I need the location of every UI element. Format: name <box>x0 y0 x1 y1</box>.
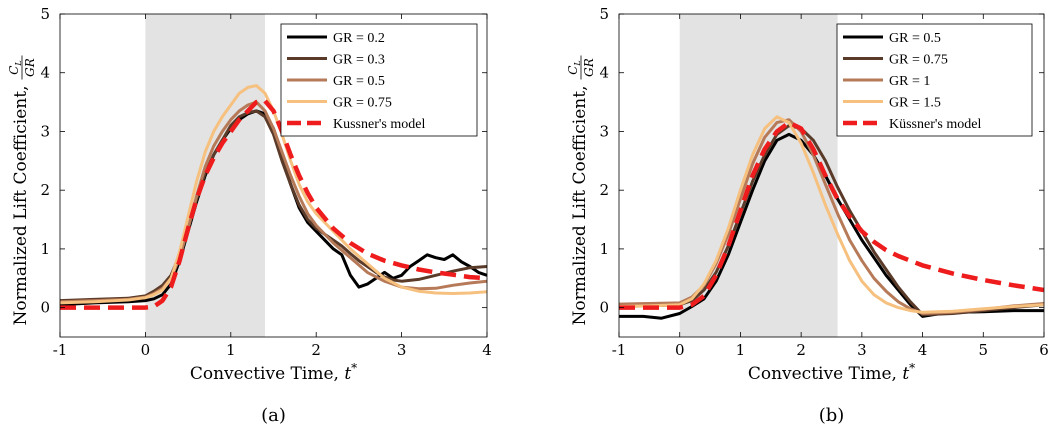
legend-label: GR = 0.5 <box>333 74 385 89</box>
series-lines <box>619 115 1044 320</box>
y-axis-fraction-denominator: GR <box>582 58 596 77</box>
x-axis-label: Convective Time, t* <box>748 361 915 384</box>
x-tick-label: 2 <box>311 341 321 359</box>
series-line-3 <box>60 84 487 305</box>
x-tick-label: 5 <box>979 341 989 359</box>
series-line-0 <box>60 109 487 307</box>
x-tick-label: 2 <box>796 341 806 359</box>
y-tick-label: 5 <box>40 5 50 23</box>
x-axis-label-superscript: * <box>351 361 357 375</box>
axes-box <box>618 13 1045 338</box>
legend: GR = 0.2 GR = 0.3 GR = 0.5 GR = 0.75 Kussner… <box>280 23 478 137</box>
chart-panel-a: -1 0 1 2 3 4 0 1 2 3 4 5 Convective Time, t* Normaliz… <box>7 5 492 426</box>
x-tick-label: 4 <box>918 341 928 359</box>
x-tick-label: -1 <box>53 341 68 359</box>
x-tick-label: 6 <box>1039 341 1049 359</box>
x-tick-label: 3 <box>857 341 867 359</box>
x-axis-label-symbol: t <box>902 364 909 384</box>
legend-label: Kussner's model <box>333 117 425 132</box>
x-tick-label: 0 <box>675 341 685 359</box>
legend-box <box>280 23 478 137</box>
y-tick-label: 2 <box>40 181 50 199</box>
chart-panel-b: -1 0 1 2 3 4 5 6 0 1 2 3 4 5 Convective Time, t* Normal… <box>566 5 1049 426</box>
y-axis-label-text: Normalized Lift Coefficient, <box>11 86 31 326</box>
x-axis-label-text: Convective Time, <box>748 364 902 384</box>
series-lines <box>60 84 487 310</box>
x-tick-label: 3 <box>397 341 407 359</box>
legend-label: GR = 0.2 <box>333 31 385 46</box>
y-tick-label: 2 <box>599 181 609 199</box>
panel-caption: (b) <box>819 405 845 426</box>
legend-label: Küssner's model <box>889 117 981 132</box>
axes-box <box>59 13 488 338</box>
series-line-4 <box>60 98 487 310</box>
legend-label: GR = 0.75 <box>333 96 392 111</box>
legend-label: GR = 0.75 <box>889 53 948 68</box>
y-tick-label: 1 <box>40 240 50 258</box>
y-tick-label: 4 <box>40 64 50 82</box>
y-axis-fraction-numerator: CL <box>566 60 582 75</box>
y-axis-label: Normalized Lift Coefficient, CL GR <box>7 55 37 326</box>
x-axis-label-symbol: t <box>344 364 351 384</box>
y-tick-label: 5 <box>599 5 609 23</box>
y-tick-label: 0 <box>40 299 50 317</box>
legend-label: GR = 0.5 <box>889 31 941 46</box>
y-tick-label: 0 <box>599 299 609 317</box>
series-line-4 <box>619 120 1044 310</box>
series-line-3 <box>619 115 1044 314</box>
y-tick-label: 1 <box>599 240 609 258</box>
x-axis-label-superscript: * <box>909 361 915 375</box>
y-axis-fraction-numerator: CL <box>7 60 23 75</box>
x-axis-label-text: Convective Time, <box>190 364 344 384</box>
y-axis-label-text: Normalized Lift Coefficient, <box>570 86 590 326</box>
panel-caption: (a) <box>261 405 286 426</box>
y-axis-fraction-denominator: GR <box>23 58 37 77</box>
y-tick-label: 4 <box>599 64 609 82</box>
x-tick-label: 1 <box>736 341 746 359</box>
legend-label: GR = 0.3 <box>333 53 385 68</box>
x-tick-label: 4 <box>482 341 492 359</box>
x-axis-label: Convective Time, t* <box>190 361 357 384</box>
y-tick-label: 3 <box>599 122 609 140</box>
x-tick-label: 0 <box>141 341 151 359</box>
x-tick-label: 1 <box>226 341 236 359</box>
legend-label: GR = 1 <box>889 74 930 89</box>
legend: GR = 0.5 GR = 0.75 GR = 1 GR = 1.5 Küssner's… <box>836 23 1033 137</box>
x-tick-label: -1 <box>612 341 627 359</box>
y-tick-label: 3 <box>40 122 50 140</box>
y-axis-label: Normalized Lift Coefficient, CL GR <box>566 55 596 326</box>
legend-label: GR = 1.5 <box>889 96 941 111</box>
